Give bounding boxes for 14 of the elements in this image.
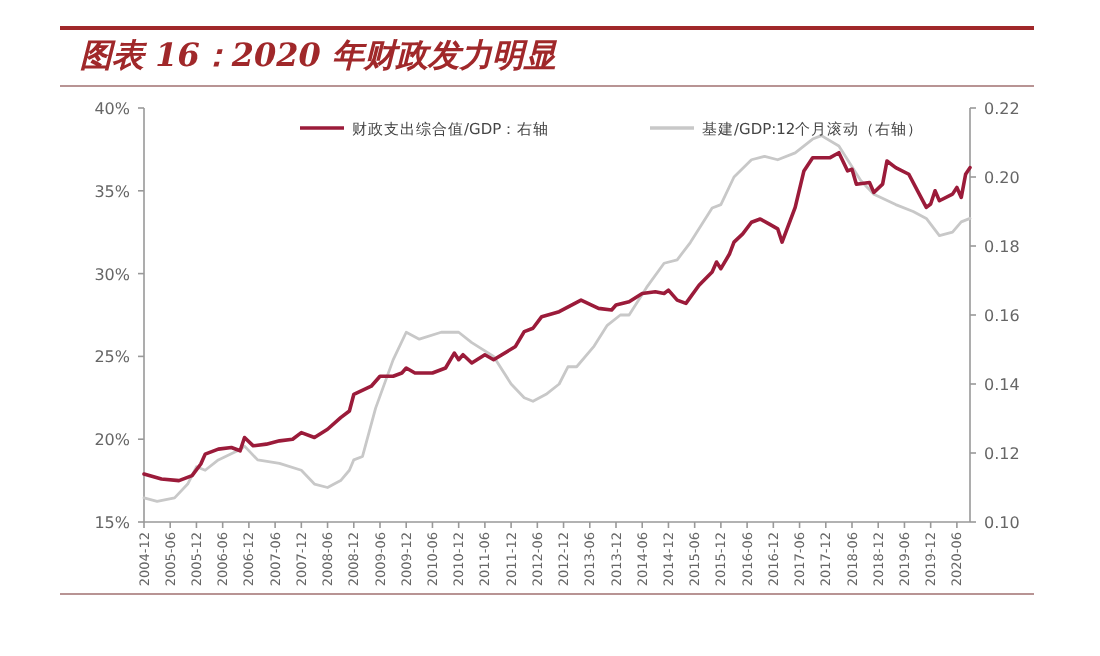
- y-tick-label: 30%: [94, 265, 131, 284]
- chart-title: 图表 16：2020 年财政发力明显: [80, 36, 558, 74]
- y2-tick-label: 0.18: [984, 238, 1020, 256]
- y2-tick-label: 0.20: [984, 169, 1020, 187]
- y-tick-label: 40%: [94, 100, 131, 118]
- y2-tick-label: 0.22: [984, 100, 1020, 118]
- y2-tick-label: 0.14: [984, 376, 1020, 394]
- y2-tick-label: 0.10: [984, 514, 1020, 532]
- y-tick-label: 35%: [94, 182, 131, 201]
- y-tick-label: 20%: [94, 431, 131, 450]
- y-tick-label: 15%: [94, 514, 131, 532]
- y2-tick-label: 0.12: [984, 445, 1020, 463]
- y-tick-label: 25%: [94, 348, 131, 367]
- y2-tick-label: 0.16: [984, 307, 1020, 325]
